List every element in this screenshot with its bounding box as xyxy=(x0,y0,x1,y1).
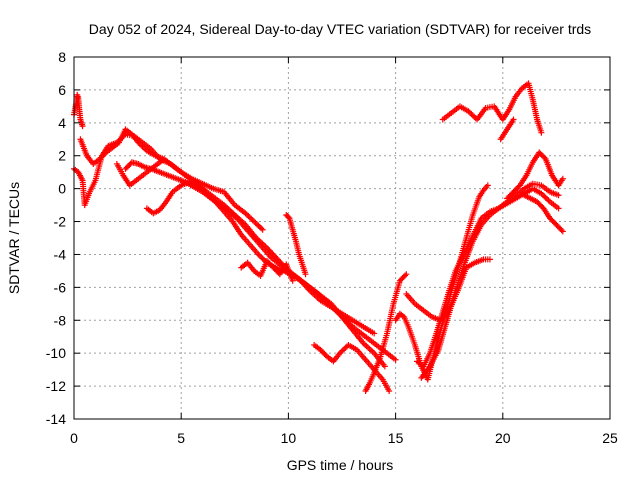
data-point xyxy=(538,129,545,136)
data-point xyxy=(289,277,296,284)
data-point xyxy=(259,226,266,233)
y-tick-label: 0 xyxy=(58,181,66,197)
y-tick-label: -2 xyxy=(54,214,67,230)
series-track-g xyxy=(238,258,296,284)
y-tick-label: 6 xyxy=(58,82,66,98)
data-point xyxy=(486,256,493,263)
data-point xyxy=(381,363,388,370)
y-tick-label: -6 xyxy=(54,279,67,295)
data-point xyxy=(403,271,410,278)
data-point xyxy=(371,330,378,337)
series-track-f xyxy=(143,179,399,363)
data-point-dense xyxy=(402,272,409,279)
x-tick-label: 15 xyxy=(388,430,404,446)
data-point-dense xyxy=(541,154,548,161)
series-track-q xyxy=(439,80,545,136)
x-tick-label: 25 xyxy=(602,430,618,446)
data-point xyxy=(559,175,566,182)
data-point xyxy=(555,205,562,212)
y-tick-label: 8 xyxy=(58,49,66,65)
data-points xyxy=(71,80,566,395)
y-tick-label: 4 xyxy=(58,115,66,131)
series-track-r xyxy=(497,116,517,143)
y-tick-label: 2 xyxy=(58,148,66,164)
chart-title: Day 052 of 2024, Sidereal Day-to-day VTE… xyxy=(89,21,591,37)
series-track-p xyxy=(521,192,566,235)
axis-ticks: 0 5 10 15 20 25 -14 -12 -10 -8 -6 -4 -2 0 2 4 6 8 xyxy=(46,49,618,446)
y-tick-label: -10 xyxy=(46,345,66,361)
y-tick-label: -4 xyxy=(54,246,67,262)
data-point xyxy=(484,182,491,189)
plot-frame xyxy=(73,56,611,420)
y-tick-label: -8 xyxy=(54,312,67,328)
series-track-e xyxy=(113,156,168,189)
data-point xyxy=(386,388,393,395)
y-tick-label: -12 xyxy=(46,378,66,394)
x-tick-label: 5 xyxy=(177,430,185,446)
data-point xyxy=(302,271,309,278)
series-track-i xyxy=(311,341,393,395)
data-point xyxy=(392,356,399,363)
data-point xyxy=(555,192,562,199)
series-track-h xyxy=(283,211,309,278)
series-track-o xyxy=(504,149,566,202)
x-tick-label: 10 xyxy=(281,430,297,446)
data-point xyxy=(79,123,86,130)
series-track-n xyxy=(418,180,562,381)
x-axis-label: GPS time / hours xyxy=(287,457,394,473)
data-point-dense xyxy=(558,227,565,234)
data-point xyxy=(510,116,517,123)
data-point xyxy=(559,228,566,235)
series-track-j xyxy=(362,271,410,395)
data-point-dense xyxy=(285,214,292,221)
x-tick-label: 20 xyxy=(495,430,511,446)
y-tick-label: -14 xyxy=(46,411,66,427)
x-tick-label: 0 xyxy=(70,430,78,446)
data-point xyxy=(161,156,168,163)
y-axis-label: SDTVAR / TECUs xyxy=(6,182,22,294)
